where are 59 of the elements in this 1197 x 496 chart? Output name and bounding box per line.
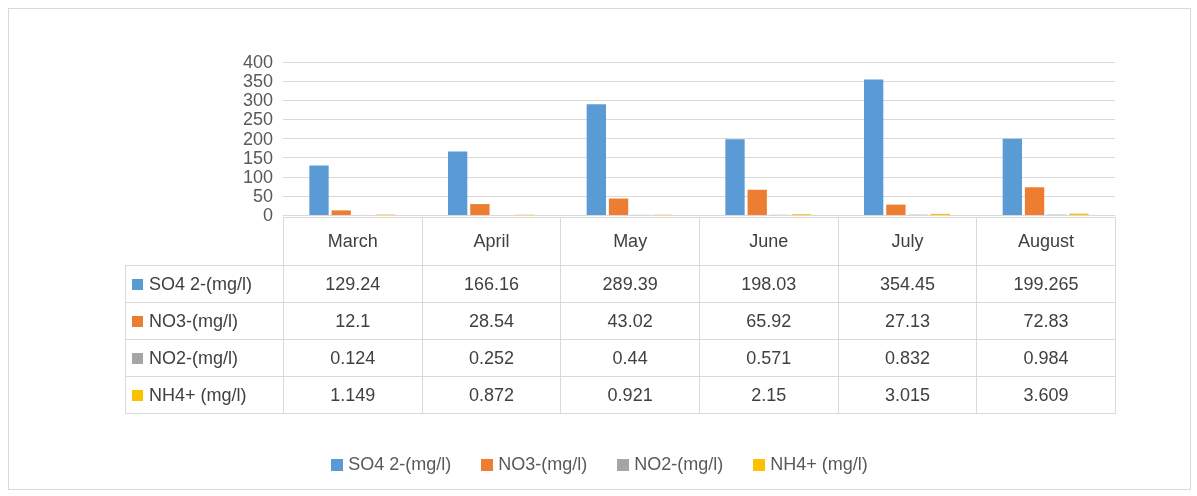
data-label: 65.92 <box>699 302 839 340</box>
data-label: 0.44 <box>560 339 700 377</box>
legend-label: NH4+ (mg/l) <box>125 376 284 414</box>
data-label: 0.124 <box>283 339 423 377</box>
legend-label: NO3-(mg/l) <box>125 302 284 340</box>
legend-label: NO2-(mg/l) <box>125 339 284 377</box>
data-label: 28.54 <box>422 302 561 340</box>
bar <box>1024 187 1045 215</box>
data-label: 289.39 <box>560 265 700 303</box>
data-label: 43.02 <box>560 302 700 340</box>
y-tick-label: 300 <box>242 90 273 111</box>
data-label: 199.265 <box>976 265 1116 303</box>
bar <box>309 165 329 215</box>
x-tick-label: April <box>422 217 561 266</box>
text: SO4 2-(mg/l) <box>348 454 452 474</box>
x-tick-label: August <box>976 217 1116 266</box>
bar <box>886 204 906 215</box>
text: NH4+ (mg/l) <box>770 454 868 474</box>
data-label: 72.83 <box>976 302 1116 340</box>
bar <box>1002 138 1022 215</box>
data-label: 198.03 <box>699 265 839 303</box>
data-label: 1.149 <box>283 376 423 414</box>
bar <box>470 204 490 215</box>
bar <box>448 151 468 215</box>
data-label: 3.609 <box>976 376 1116 414</box>
data-label: 0.832 <box>838 339 977 377</box>
y-tick-label: 100 <box>242 166 273 187</box>
data-label: 3.015 <box>838 376 977 414</box>
data-label: 129.24 <box>283 265 423 303</box>
text: NO3-(mg/l) <box>498 454 588 474</box>
y-tick-label: 0 <box>262 205 273 225</box>
legend-label: SO4 2-(mg/l) <box>125 265 284 303</box>
y-tick-label: 350 <box>242 71 273 92</box>
x-tick-label: May <box>560 217 700 266</box>
data-label: 0.252 <box>422 339 561 377</box>
y-tick-label: 50 <box>252 185 273 206</box>
text: NO2-(mg/l) <box>634 454 724 474</box>
data-label: 354.45 <box>838 265 977 303</box>
data-label: 0.984 <box>976 339 1116 377</box>
y-tick-label: 200 <box>242 128 273 149</box>
x-tick-label: July <box>838 217 977 266</box>
data-label: 0.921 <box>560 376 700 414</box>
bar <box>331 210 351 215</box>
x-tick-label: June <box>699 217 839 266</box>
data-label: 0.571 <box>699 339 839 377</box>
data-label: 0.872 <box>422 376 561 414</box>
bar <box>864 79 884 215</box>
data-label: 27.13 <box>838 302 977 340</box>
y-tick-label: 400 <box>242 52 273 72</box>
bar <box>725 139 745 215</box>
y-tick-label: 150 <box>242 147 273 168</box>
data-label: 166.16 <box>422 265 561 303</box>
bar <box>586 104 606 215</box>
data-label: 2.15 <box>699 376 839 414</box>
data-label: 12.1 <box>283 302 423 340</box>
y-tick-label: 250 <box>242 109 273 130</box>
bar <box>747 189 767 215</box>
x-tick-label: March <box>283 217 423 266</box>
bar <box>608 198 629 215</box>
